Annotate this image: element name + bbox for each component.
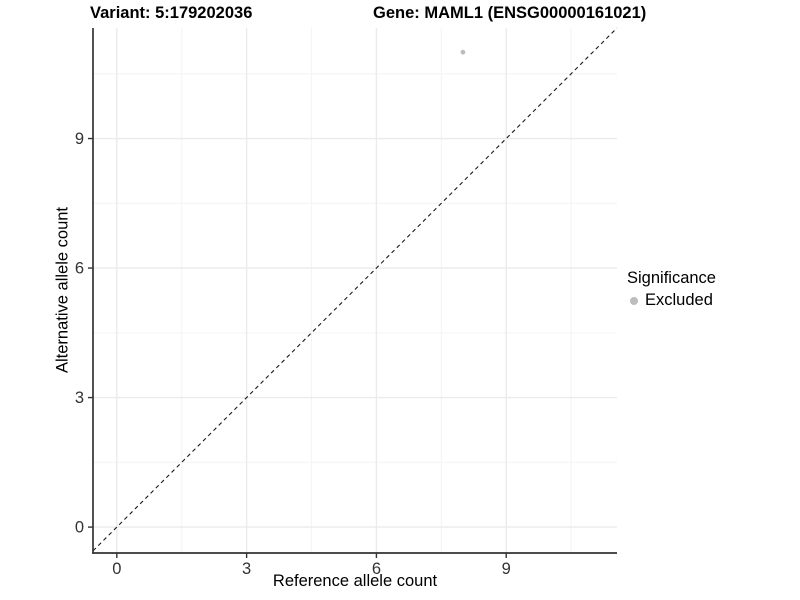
y-tick-label: 3	[75, 389, 84, 407]
y-tick-label: 9	[75, 130, 84, 148]
data-point[interactable]	[460, 49, 466, 55]
y-tick-label: 6	[75, 260, 84, 278]
y-tick-label: 0	[75, 519, 84, 537]
plot-title-gene: Gene: MAML1 (ENSG00000161021)	[373, 4, 647, 22]
x-tick-label: 3	[242, 560, 251, 578]
legend-item-label: Excluded	[645, 291, 713, 309]
excluded-point-icon	[630, 296, 638, 305]
legend-title: Significance	[627, 269, 716, 287]
x-axis-label: Reference allele count	[272, 572, 438, 590]
x-tick-label: 6	[372, 560, 381, 578]
x-tick-label: 9	[502, 560, 511, 578]
x-tick-label: 0	[112, 560, 121, 578]
identity-line	[92, 27, 618, 552]
legend: Significance Excluded	[627, 269, 716, 310]
legend-item-excluded: Excluded	[627, 291, 716, 310]
plot-title-variant: Variant: 5:179202036	[90, 4, 253, 22]
